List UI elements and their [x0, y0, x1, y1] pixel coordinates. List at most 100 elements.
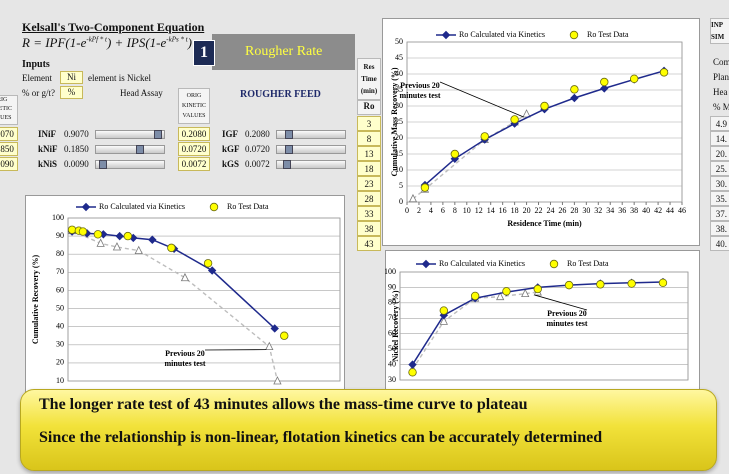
- unit-value[interactable]: %: [60, 86, 83, 99]
- y-axis-title: Cumulative Recovery (%): [31, 255, 40, 345]
- formula-part: ) + IPS(1-e: [106, 35, 167, 50]
- y-tick-label: 40: [395, 69, 403, 78]
- data-point: [629, 74, 639, 83]
- y-tick-label: 80: [56, 249, 64, 258]
- slider[interactable]: [276, 145, 346, 154]
- x-tick-label: 46: [678, 206, 686, 215]
- slider[interactable]: [95, 145, 165, 154]
- legend-label: Ro Calculated via Kinetics: [439, 259, 525, 268]
- x-tick-label: 16: [499, 206, 507, 215]
- element-value[interactable]: Ni: [60, 71, 83, 84]
- right-label: Com: [713, 57, 729, 67]
- res-time: 18: [357, 161, 381, 176]
- data-point: [658, 278, 668, 287]
- y-axis-title: Nickel Recovery (%): [391, 290, 400, 361]
- x-tick-label: 18: [511, 206, 519, 215]
- legend-marker: [421, 259, 431, 269]
- param-value: 0.1850: [64, 144, 89, 154]
- orig-value: 0.9070: [0, 127, 18, 141]
- param-name: kNiF: [38, 144, 58, 154]
- annotation: minutes test: [546, 319, 587, 328]
- data-point: [265, 341, 274, 350]
- chart: 10 20 30 40 50 60 70 80 90 100 Cumulative Recovery…: [31, 202, 341, 385]
- y-tick-label: 30: [388, 375, 396, 384]
- param-value: 0.0072: [245, 159, 270, 169]
- y-tick-label: 5: [399, 181, 403, 190]
- data-point: [123, 231, 133, 241]
- data-point: [408, 360, 417, 369]
- x-tick-label: 32: [594, 206, 602, 215]
- formula-part: ): [187, 35, 193, 50]
- right-header-text: SIM: [711, 33, 725, 41]
- data-point: [270, 324, 279, 333]
- unit-label: % or g/t?: [22, 88, 55, 98]
- sheet-title: Kelsall's Two-Component Equation: [22, 20, 205, 34]
- data-point: [203, 259, 213, 268]
- inputs-label: Inputs: [22, 59, 50, 70]
- formula-exponent: -kPs * t: [166, 35, 188, 44]
- x-tick-label: 44: [666, 206, 674, 215]
- slider-knob[interactable]: [285, 130, 293, 139]
- formula-part: R = IPF(1-e: [22, 35, 87, 50]
- right-value: 20.: [710, 146, 729, 161]
- plot-area: [399, 271, 689, 381]
- data-point: [596, 280, 605, 289]
- right-value: 14.: [710, 131, 729, 146]
- slider[interactable]: [276, 160, 346, 169]
- banner: The longer rate test of 43 minutes allow…: [20, 389, 717, 471]
- orig-value: 0.0090: [0, 157, 18, 171]
- x-tick-label: 2: [417, 206, 421, 215]
- chart: 30 40 50 60 70 80 90 100 Nickel Recovery (%) Prev…: [384, 259, 689, 384]
- x-tick-label: 8: [453, 206, 457, 215]
- plot-area: [67, 217, 341, 382]
- slider[interactable]: [276, 130, 346, 139]
- y-tick-label: 100: [384, 267, 396, 276]
- annotation: Previous 20: [547, 309, 587, 318]
- y-tick-label: 50: [395, 37, 403, 46]
- y-tick-label: 10: [395, 165, 403, 174]
- slider-knob[interactable]: [283, 160, 291, 169]
- data-point: [521, 288, 530, 298]
- slider[interactable]: [95, 160, 165, 169]
- legend-label: Ro Calculated via Kinetics: [99, 202, 185, 211]
- data-point: [564, 280, 574, 290]
- param-name: IGF: [222, 129, 239, 139]
- res-time-header: Res Time (min): [357, 58, 381, 100]
- res-time: 23: [357, 176, 381, 191]
- slider[interactable]: [95, 130, 165, 139]
- annotation: minutes test: [164, 359, 205, 368]
- data-point: [570, 93, 579, 103]
- y-tick-label: 10: [56, 376, 64, 385]
- data-point: [540, 101, 549, 111]
- data-point: [600, 77, 609, 87]
- data-point: [496, 291, 505, 301]
- data-point: [439, 316, 448, 325]
- data-point: [450, 149, 460, 159]
- slider-knob[interactable]: [136, 145, 144, 154]
- x-tick-label: 6: [441, 206, 445, 215]
- formula: R = IPF(1-e-kPf * t) + IPS(1-e-kPs * t): [22, 35, 192, 51]
- x-tick-label: 42: [654, 206, 662, 215]
- y-tick-label: 90: [56, 231, 64, 240]
- y-tick-label: 90: [388, 282, 396, 291]
- step-title: Rougher Rate: [245, 44, 323, 59]
- x-tick-label: 14: [487, 206, 495, 215]
- slider-knob[interactable]: [154, 130, 162, 139]
- slider-knob[interactable]: [285, 145, 293, 154]
- orig-value: 0.0072: [178, 157, 210, 171]
- y-tick-label: 20: [56, 358, 64, 367]
- y-tick-label: 60: [388, 329, 396, 338]
- data-point: [93, 230, 103, 239]
- res-time: 3: [357, 116, 381, 131]
- banner-line: The longer rate test of 43 minutes allow…: [39, 396, 528, 413]
- data-point: [408, 193, 418, 203]
- slider-knob[interactable]: [99, 160, 107, 169]
- x-axis-title: Residence Time (min): [507, 219, 582, 228]
- param-value: 0.9070: [64, 129, 89, 139]
- data-point: [627, 279, 636, 288]
- orig-value: 0.1850: [0, 142, 18, 156]
- y-tick-label: 40: [388, 359, 396, 368]
- data-point: [522, 109, 531, 118]
- x-tick-label: 38: [630, 206, 638, 215]
